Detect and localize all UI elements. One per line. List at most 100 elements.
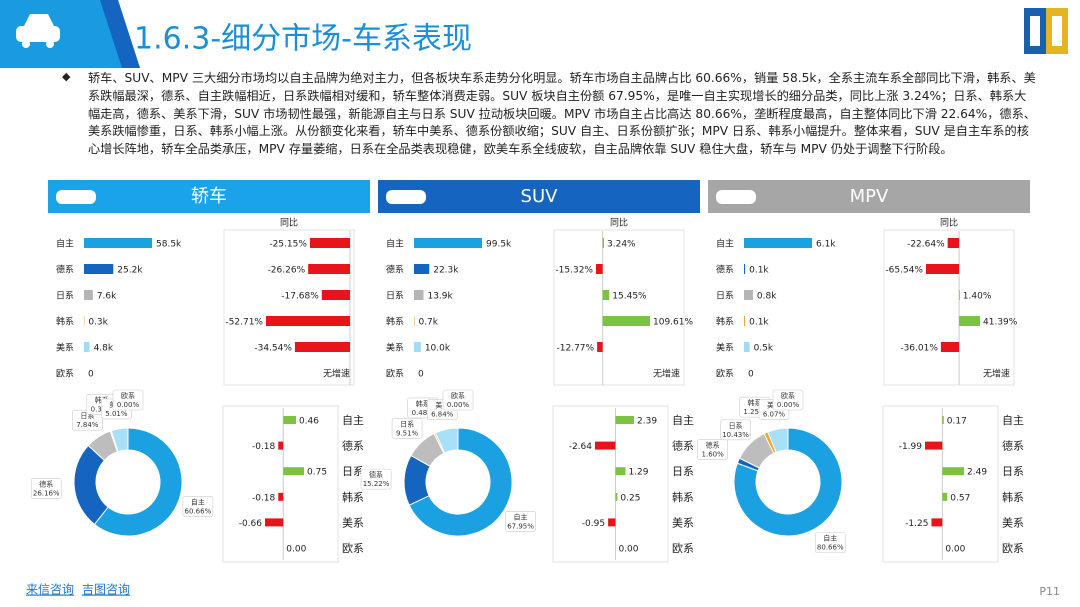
value-label: 41.39%	[983, 318, 1018, 328]
value-label: 0.00	[618, 545, 638, 555]
slice-value: 0.48%	[412, 409, 435, 417]
slice-value: 1.60%	[702, 451, 725, 459]
donut-slice	[434, 427, 459, 454]
value-label: 13.9k	[427, 292, 453, 302]
category-label: 美系	[342, 516, 364, 529]
header-icon	[16, 14, 60, 48]
page-number: P11	[1039, 585, 1060, 598]
category-label: 自主	[342, 414, 364, 427]
slice-value: 6.84%	[431, 411, 454, 419]
value-label: -26.26%	[268, 266, 306, 276]
category-label: 韩系	[716, 316, 734, 328]
value-label: 0.1k	[749, 266, 769, 276]
value-label: 109.61%	[653, 318, 693, 328]
label-box	[772, 389, 804, 411]
bar	[266, 316, 350, 326]
value-label: -36.01%	[900, 344, 938, 354]
value-label: 0.00	[945, 545, 965, 555]
label-box	[391, 417, 423, 439]
footer-link[interactable]: 来信咨询	[26, 582, 74, 597]
value-label: -1.99	[899, 442, 923, 452]
value-label: 0.57	[950, 493, 970, 503]
label-box	[505, 511, 536, 532]
donut-slice	[733, 427, 843, 537]
slice-label: 德系	[706, 441, 720, 450]
value-label: 0.25	[620, 493, 640, 503]
chart-title: 同比	[280, 217, 298, 229]
category-label: 自主	[56, 238, 74, 250]
chart-frame	[223, 229, 355, 386]
bar	[744, 342, 750, 352]
value-label: -22.64%	[907, 240, 945, 250]
slice-label: 韩系	[416, 399, 430, 408]
category-label: 欧系	[672, 542, 694, 555]
chart-frame	[552, 405, 669, 563]
slice-value: 5.01%	[105, 410, 128, 418]
category-label: 日系	[716, 291, 734, 302]
bar	[597, 342, 603, 352]
footer-link[interactable]: 吉图咨询	[82, 582, 130, 597]
value-label: 0.17	[947, 417, 967, 427]
bar	[744, 238, 812, 248]
value-label: -0.95	[582, 519, 605, 529]
panel-title: MPV	[850, 186, 889, 207]
value-label: 22.3k	[433, 266, 459, 276]
value-label: -34.54%	[254, 344, 292, 354]
value-label: 4.8k	[94, 344, 114, 354]
value-label: 1.40%	[963, 292, 992, 302]
value-label: 0.7k	[418, 318, 438, 328]
bar	[602, 316, 650, 326]
slice-value: 1.25%	[743, 408, 766, 416]
bar	[84, 238, 152, 248]
bar	[278, 492, 284, 501]
slice-label: 自主	[514, 513, 528, 522]
bar	[294, 342, 350, 352]
slice-value: 0.00%	[447, 401, 470, 409]
category-label: 德系	[342, 439, 364, 453]
bar	[414, 290, 424, 300]
bar	[926, 264, 960, 274]
value-label: -0.66	[239, 519, 263, 529]
value-label: 3.24%	[607, 240, 636, 250]
panel-title: 轿车	[191, 186, 227, 207]
bar	[602, 238, 605, 248]
value-label: 无增速	[323, 368, 350, 380]
value-label: 0.00	[286, 545, 306, 555]
category-label: 美系	[716, 342, 734, 354]
slice-value: 80.66%	[817, 544, 844, 552]
category-label: 德系	[672, 439, 694, 453]
bar	[942, 416, 944, 424]
value-label: -0.18	[252, 442, 276, 452]
value-label: -1.25	[905, 519, 928, 529]
category-label: 日系	[56, 291, 74, 302]
slice-label: 日系	[729, 421, 743, 430]
slice-value: 9.51%	[396, 429, 419, 437]
category-label: 自主	[716, 238, 734, 250]
value-label: 0	[748, 370, 754, 380]
value-label: -15.32%	[555, 266, 593, 276]
bar	[283, 416, 296, 424]
slice-label: 欧系	[121, 391, 135, 400]
value-label: 0.5k	[754, 344, 774, 354]
slice-label: 德系	[39, 479, 53, 488]
category-label: 欧系	[716, 368, 734, 380]
bar	[84, 290, 93, 300]
bar	[940, 342, 960, 352]
summary-text: 轿车、SUV、MPV 三大细分市场均以自主品牌为绝对主力，但各板块车系走势分化明…	[88, 71, 1036, 157]
chart-frame	[883, 229, 1015, 386]
label-box	[360, 468, 392, 490]
panel-header	[708, 180, 1030, 213]
label-box	[720, 419, 751, 441]
value-label: 7.6k	[97, 292, 117, 302]
value-label: 99.5k	[486, 240, 512, 250]
chart-title: 同比	[940, 217, 958, 229]
bullet: ◆	[62, 70, 71, 83]
value-label: -12.77%	[557, 344, 595, 354]
value-label: 2.49	[967, 468, 987, 478]
category-label: 美系	[1002, 516, 1024, 529]
bar	[414, 238, 482, 248]
donut-slice	[767, 427, 789, 453]
category-label: 德系	[56, 264, 74, 276]
label-box	[112, 389, 144, 411]
